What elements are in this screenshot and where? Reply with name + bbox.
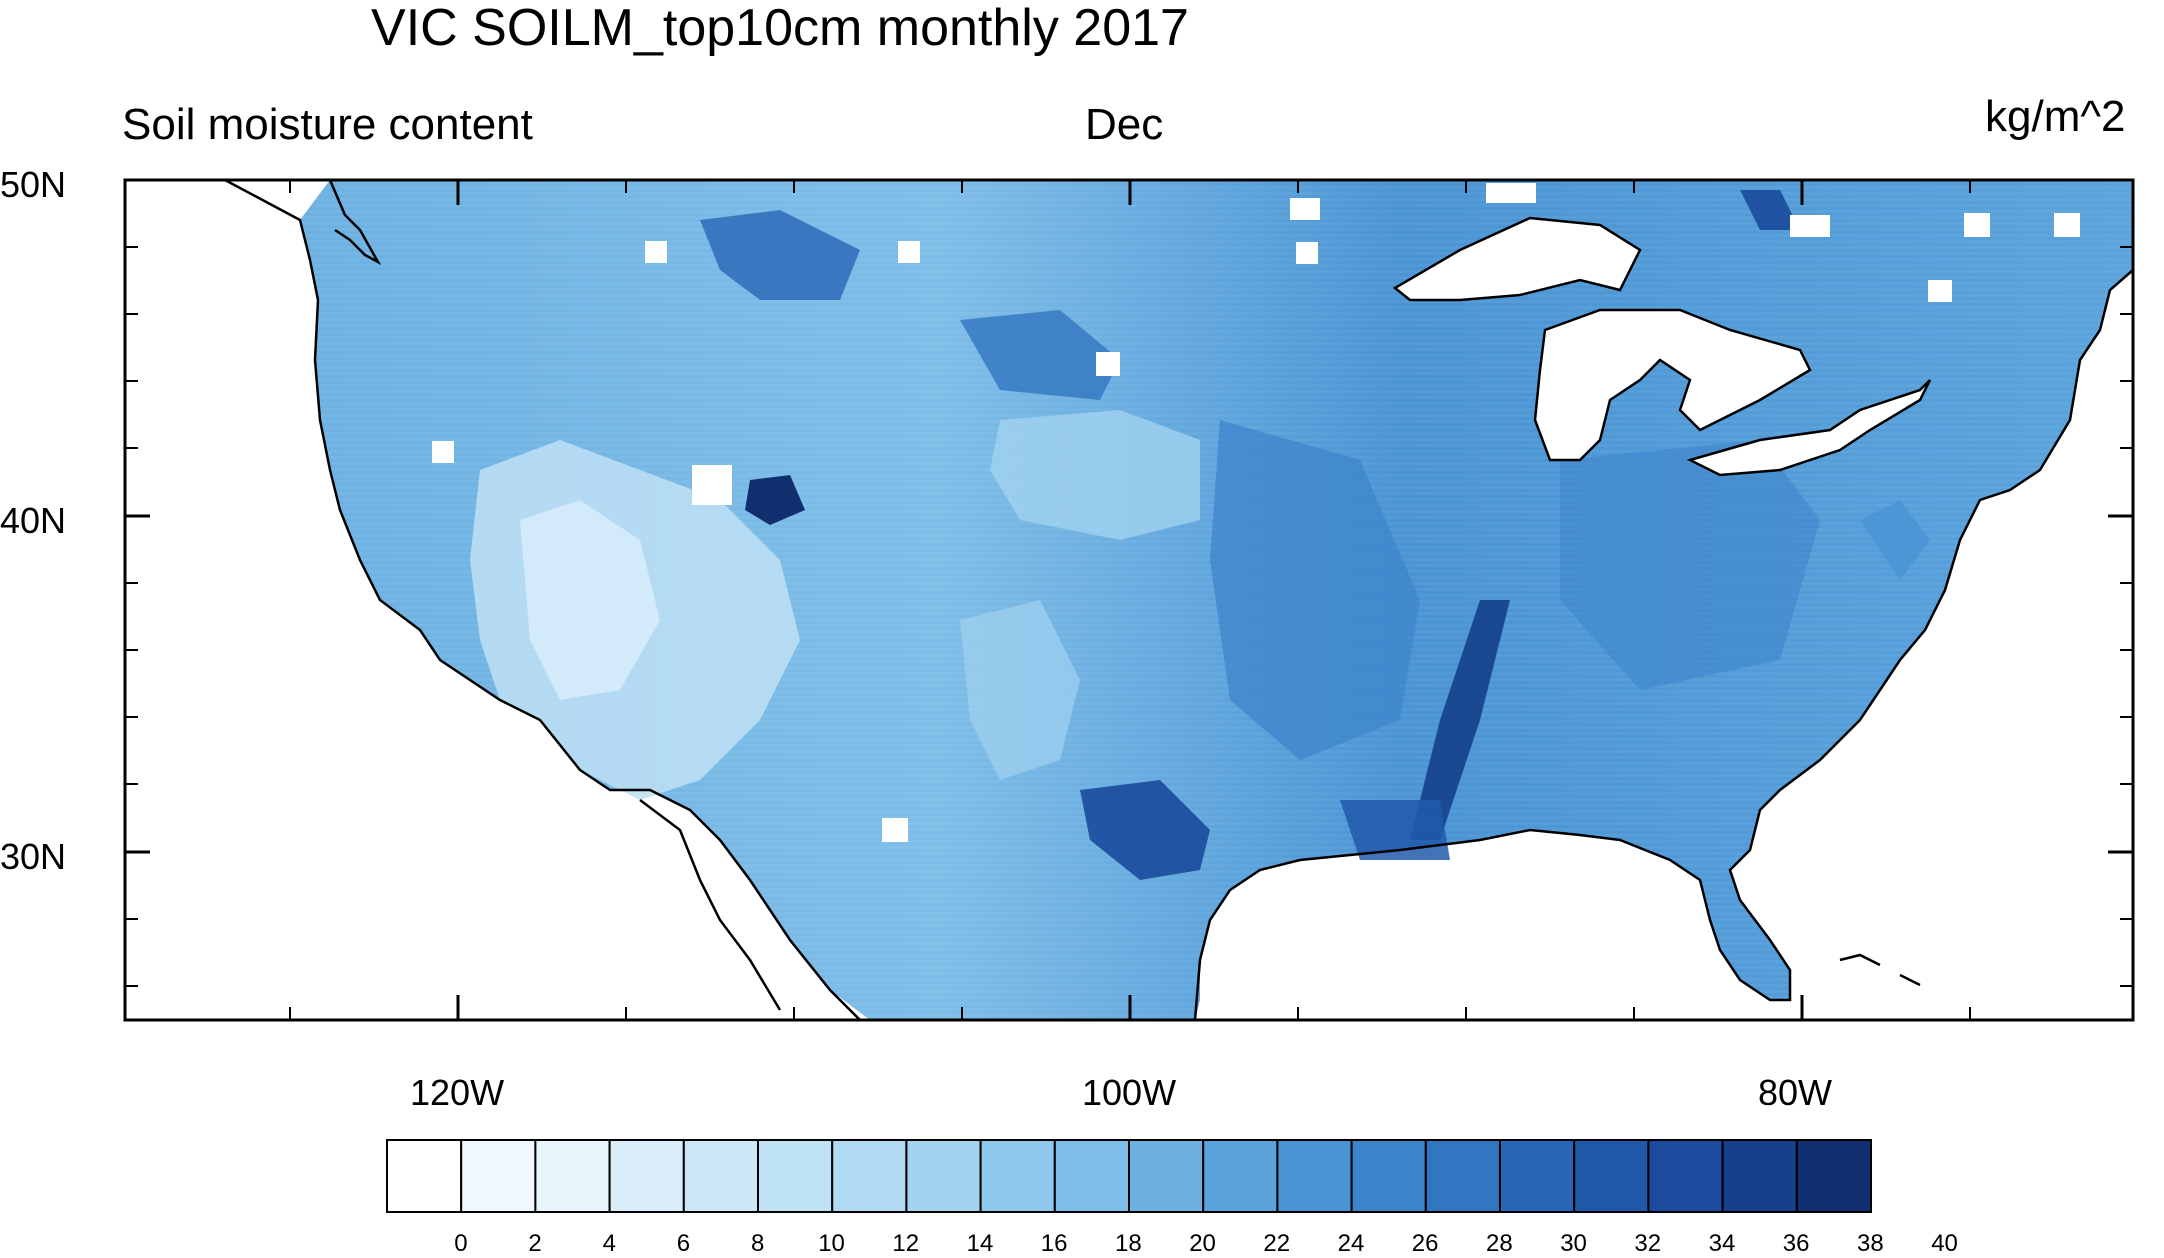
colorbar-box <box>1721 1139 1798 1213</box>
colorbar-box <box>831 1139 908 1213</box>
colorbar-box <box>1276 1139 1353 1213</box>
colorbar-tick-label: 12 <box>892 1230 920 1257</box>
colorbar-tick-label: 8 <box>751 1230 765 1257</box>
colorbar-box <box>460 1139 537 1213</box>
minor-ticks <box>125 180 2133 1020</box>
colorbar-box <box>534 1139 611 1213</box>
colorbar-box <box>905 1139 982 1213</box>
wet-region-mississippi <box>1410 600 1510 840</box>
lon-label-80w: 80W <box>1758 1072 1833 1113</box>
colorbar-tick-label: 28 <box>1486 1230 1513 1257</box>
lon-label-100w: 100W <box>1082 1072 1177 1113</box>
colorbar-tick-label: 10 <box>818 1230 845 1257</box>
lake-superior <box>1392 216 1642 302</box>
colorbar-box <box>1647 1139 1724 1213</box>
colorbar-tick-label: 32 <box>1634 1230 1662 1257</box>
lon-label-120w: 120W <box>410 1072 505 1113</box>
colorbar-tick-label: 22 <box>1263 1230 1291 1257</box>
colorbar-box <box>1128 1139 1205 1213</box>
lat-label-40n: 40N <box>0 500 67 541</box>
colorbar-box <box>608 1139 685 1213</box>
colorbar <box>386 1139 1873 1213</box>
colorbar-box <box>1795 1139 1873 1213</box>
colorbar-tick-label: 34 <box>1708 1230 1736 1257</box>
colorbar-box <box>386 1139 463 1213</box>
colorbar-tick-label: 30 <box>1560 1230 1587 1257</box>
colorbar-tick-label: 0 <box>454 1230 468 1257</box>
colorbar-tick-label: 4 <box>602 1230 616 1257</box>
map-title: VIC SOILM_top10cm monthly 2017 <box>371 0 1189 57</box>
colorbar-box <box>1499 1139 1576 1213</box>
colorbar-tick-label: 26 <box>1411 1230 1439 1257</box>
colorbar-tick-label: 16 <box>1040 1230 1068 1257</box>
colorbar-tick-label: 14 <box>966 1230 994 1257</box>
colorbar-box <box>1202 1139 1279 1213</box>
colorbar-tick-label: 18 <box>1115 1230 1142 1257</box>
dry-region-plains <box>990 410 1200 540</box>
colorbar-box <box>682 1139 759 1213</box>
soil-moisture-field <box>300 180 2133 1020</box>
lat-label-30n: 30N <box>0 836 67 877</box>
coastlines <box>224 178 2134 1021</box>
colorbar-box <box>1053 1139 1131 1213</box>
colorbar-tick-label: 36 <box>1782 1230 1810 1257</box>
lat-label-50n: 50N <box>0 164 67 205</box>
plot-frame <box>123 178 2135 1022</box>
colorbar-box <box>1424 1139 1502 1213</box>
colorbar-tick-label: 38 <box>1857 1230 1884 1257</box>
colorbar-box <box>757 1139 834 1213</box>
colorbar-tick-label: 20 <box>1189 1230 1216 1257</box>
colorbar-tick-label: 6 <box>676 1230 691 1257</box>
colorbar-box <box>1573 1139 1650 1213</box>
center-string: Dec <box>1085 100 1164 149</box>
wet-region-north <box>700 210 860 300</box>
right-string: kg/m^2 <box>1985 92 2126 141</box>
colorbar-tick-label: 2 <box>528 1230 542 1257</box>
colorbar-box <box>1350 1139 1427 1213</box>
colorbar-tick-label: 24 <box>1337 1230 1365 1257</box>
colorbar-tick-label: 40 <box>1931 1230 1958 1257</box>
left-string: Soil moisture content <box>122 100 533 149</box>
lake-erie-ontario <box>1686 379 1932 477</box>
lake-michigan-huron <box>1533 308 1812 462</box>
colorbar-box <box>979 1139 1056 1213</box>
